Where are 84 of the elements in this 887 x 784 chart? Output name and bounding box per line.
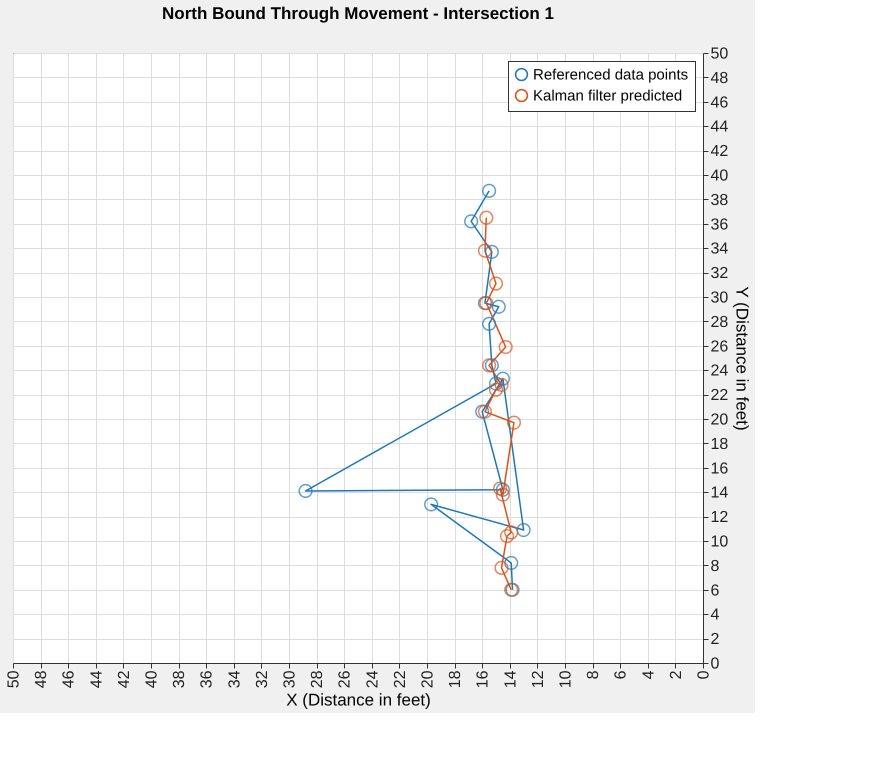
point: [482, 316, 496, 331]
x-tick-label: 20: [420, 670, 436, 688]
point: [482, 358, 496, 372]
point: [494, 560, 509, 575]
x-tick-label: 50: [6, 670, 22, 688]
x-tick-label: 6: [612, 670, 630, 680]
y-tick-label: 26: [710, 338, 728, 356]
point: [478, 404, 492, 419]
y-tick-label: 20: [710, 412, 728, 428]
x-tick-label: 42: [116, 670, 133, 688]
point: [464, 214, 478, 228]
y-tick-label: 4: [710, 606, 720, 624]
y-tick-label: 50: [710, 46, 728, 62]
x-tick-label: 22: [392, 670, 409, 688]
y-tick-label: 34: [710, 240, 728, 258]
x-tick-label: 24: [364, 670, 382, 688]
point: [504, 525, 518, 540]
point: [496, 482, 510, 497]
y-tick-label: 28: [710, 314, 728, 331]
x-tick-label: 48: [33, 670, 50, 688]
point: [482, 184, 496, 198]
x-tick-label: 44: [88, 670, 106, 688]
y-axis-title: Y (Distance in feet): [732, 286, 752, 431]
x-tick-label: 34: [226, 670, 244, 688]
y-tick-label: 48: [710, 70, 728, 87]
point: [504, 556, 518, 570]
x-tick-label: 38: [171, 670, 188, 688]
point: [488, 376, 504, 391]
y-tick-label: 46: [710, 94, 728, 112]
y-tick-label: 32: [710, 265, 728, 282]
point: [488, 276, 504, 291]
point: [500, 529, 514, 544]
point: [493, 481, 508, 496]
x-tick-label: 8: [585, 670, 602, 680]
y-tick-label: 22: [710, 387, 728, 404]
point: [298, 484, 313, 498]
x-tick-label: 14: [502, 670, 520, 688]
y-tick-label: 8: [710, 558, 720, 575]
point: [424, 497, 438, 512]
x-tick-label: 18: [447, 670, 464, 688]
y-tick-label: 38: [710, 192, 728, 209]
x-axis-title: X (Distance in feet): [286, 690, 431, 710]
legend-label: Referenced data points: [533, 66, 688, 84]
x-tick-label: 40: [144, 670, 160, 688]
x-tick-label: 32: [254, 670, 271, 688]
y-tick-label: 42: [710, 143, 728, 160]
y-tick-label: 36: [710, 216, 728, 234]
legend-label: Kalman filter predicted: [533, 88, 682, 104]
x-tick-label: 4: [640, 670, 658, 680]
point: [484, 358, 499, 372]
point: [492, 300, 506, 314]
point: [478, 244, 492, 258]
point: [475, 404, 490, 419]
y-tick-label: 24: [710, 362, 728, 380]
y-tick-label: 16: [710, 460, 728, 478]
x-tick-label: 10: [558, 670, 574, 688]
x-tick-label: 36: [198, 670, 216, 688]
x-tick-label: 46: [60, 670, 78, 688]
point: [484, 244, 499, 259]
y-tick-label: 44: [710, 118, 728, 136]
point: [479, 210, 494, 225]
y-tick-label: 18: [710, 436, 728, 453]
y-tick-label: 30: [710, 290, 728, 306]
x-tick-label: 28: [309, 670, 326, 688]
x-tick-label: 26: [336, 670, 354, 688]
point: [496, 488, 510, 502]
x-tick-label: 2: [668, 670, 685, 680]
point: [516, 522, 531, 538]
x-tick-label: 12: [530, 670, 547, 688]
x-tick-label: 16: [474, 670, 492, 688]
y-tick-label: 12: [710, 509, 728, 526]
y-tick-label: 40: [710, 168, 728, 184]
y-tick-label: 6: [710, 582, 720, 600]
x-tick-label: 30: [282, 670, 298, 688]
point: [506, 416, 522, 430]
point: [498, 340, 513, 354]
y-tick-label: 10: [710, 534, 728, 550]
y-tick-label: 2: [710, 631, 720, 648]
point: [496, 372, 510, 386]
chart-title: North Bound Through Movement - Intersection 1: [162, 4, 554, 23]
x-tick-label: 0: [696, 670, 712, 680]
point: [494, 378, 509, 392]
y-tick-label: 14: [710, 484, 728, 502]
point: [488, 382, 504, 397]
